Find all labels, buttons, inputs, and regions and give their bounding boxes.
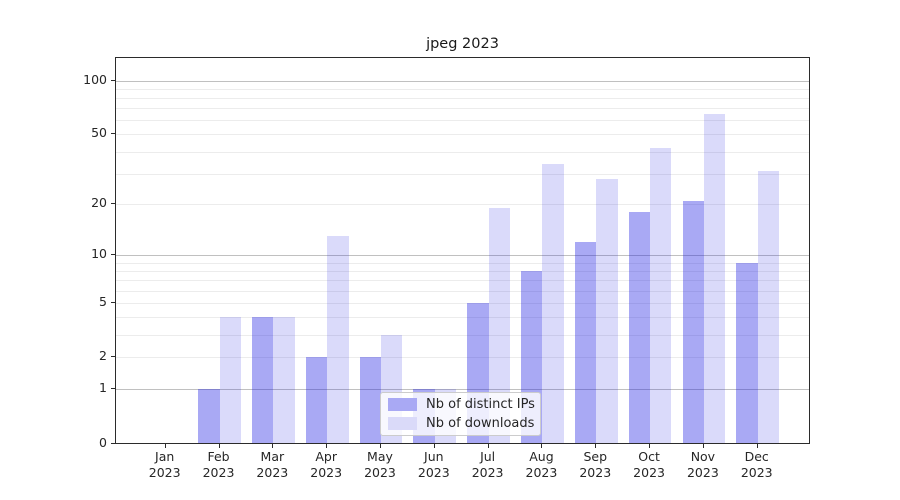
x-axis-tick (218, 443, 220, 448)
y-axis-tick-label: 50 (91, 125, 107, 141)
bar-downloads-aug (542, 164, 564, 443)
legend-swatch-distinct-ips (388, 398, 417, 412)
legend-swatch-downloads (388, 416, 417, 430)
y-axis-tick-label: 100 (83, 71, 107, 87)
gridline-minor (116, 262, 809, 264)
bar-downloads-apr (327, 236, 349, 443)
gridline-minor (116, 280, 809, 282)
y-axis-tick (111, 443, 115, 444)
bar-downloads-sep (596, 178, 618, 443)
plot-area (115, 57, 810, 444)
gridline-major (116, 80, 809, 82)
x-axis-tick (541, 443, 543, 448)
gridline-minor (116, 290, 809, 292)
gridline-minor (116, 357, 809, 359)
x-axis-tick-label: Mar 2023 (256, 448, 289, 481)
y-axis-tick (111, 356, 115, 358)
gridline-major (116, 255, 809, 257)
chart-title: jpeg 2023 (426, 36, 499, 52)
y-axis-tick (111, 388, 115, 390)
gridline-minor (116, 134, 809, 136)
x-axis-tick-label: Feb 2023 (202, 448, 235, 481)
y-axis-tick (111, 203, 115, 205)
gridline-minor (116, 120, 809, 122)
legend-label-distinct-ips: Nb of distinct IPs (426, 397, 535, 413)
bar-distinct-ips-dec (736, 262, 758, 443)
x-axis-tick (702, 443, 704, 448)
x-axis-tick (433, 443, 435, 448)
y-axis-tick (111, 254, 115, 256)
x-axis-tick (649, 443, 651, 448)
y-axis-tick-label: 2 (99, 348, 107, 364)
bar-distinct-ips-sep (574, 242, 597, 443)
x-axis-tick (164, 443, 166, 448)
bar-downloads-nov (703, 114, 726, 443)
x-axis-tick-label: Jun 2023 (417, 448, 450, 481)
x-axis-tick (595, 443, 597, 448)
legend-item-distinct-ips: Nb of distinct IPs (388, 396, 535, 413)
legend-label-downloads: Nb of downloads (426, 415, 535, 431)
bar-distinct-ips-feb (198, 389, 220, 443)
bar-distinct-ips-apr (305, 357, 328, 443)
gridline-minor (116, 334, 809, 336)
y-axis-tick-label: 5 (99, 293, 107, 309)
x-axis-tick (272, 443, 274, 448)
x-axis-tick-label: Oct 2023 (633, 448, 665, 481)
y-axis-tick-label: 1 (99, 380, 107, 396)
x-axis-tick-label: Aug 2023 (525, 448, 558, 481)
bar-distinct-ips-may (359, 357, 381, 443)
bar-downloads-jul (488, 208, 510, 443)
y-axis-tick (111, 133, 115, 135)
gridline-minor (116, 302, 809, 304)
gridline-minor (116, 151, 809, 153)
x-axis-tick (487, 443, 489, 448)
x-axis-tick (756, 443, 758, 448)
gridline-minor (116, 204, 809, 206)
bar-distinct-ips-oct (628, 212, 651, 443)
y-axis-tick (111, 301, 115, 303)
x-axis-tick-label: Dec 2023 (740, 448, 773, 481)
gridline-minor (116, 317, 809, 319)
y-axis-tick-label: 0 (99, 435, 107, 450)
x-axis-tick (326, 443, 328, 448)
bar-downloads-mar (273, 317, 295, 443)
gridline-minor (116, 108, 809, 110)
y-axis-tick (111, 79, 115, 81)
bar-distinct-ips-nov (682, 200, 704, 443)
gridline-minor (116, 270, 809, 272)
x-axis-tick (379, 443, 381, 448)
y-axis-tick-label: 10 (91, 246, 107, 262)
x-axis-tick-label: Apr 2023 (310, 448, 343, 481)
x-axis-tick-label: May 2023 (364, 448, 396, 481)
x-axis-tick-label: Jan 2023 (148, 448, 181, 481)
legend-item-downloads: Nb of downloads (388, 415, 535, 432)
y-axis-tick-label: 20 (91, 195, 107, 211)
x-axis-tick-label: Sep 2023 (579, 448, 612, 481)
bar-downloads-oct (650, 147, 672, 443)
gridline-minor (116, 88, 809, 90)
bar-downloads-dec (757, 171, 780, 443)
legend: Nb of distinct IPs Nb of downloads (380, 392, 541, 436)
gridline-minor (116, 173, 809, 175)
x-axis-tick-label: Nov 2023 (686, 448, 719, 481)
bar-downloads-feb (219, 317, 241, 443)
x-axis-tick-label: Jul 2023 (471, 448, 504, 481)
gridline-minor (116, 97, 809, 99)
gridline-major (116, 389, 809, 391)
bar-distinct-ips-mar (251, 317, 274, 443)
